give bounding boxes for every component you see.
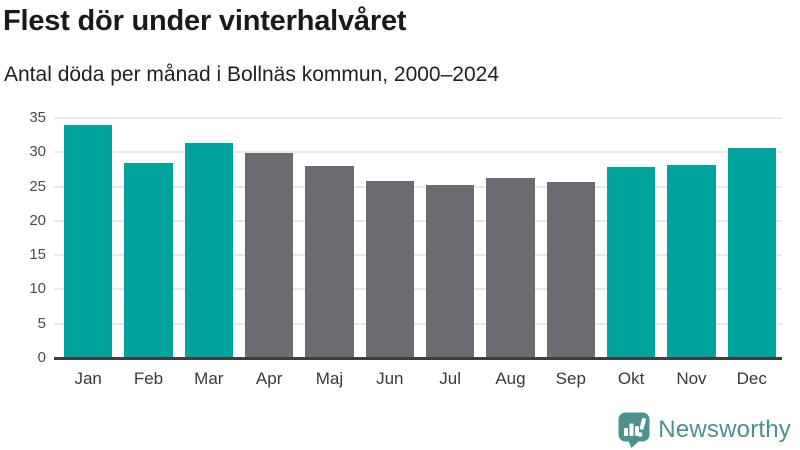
gridline-5 [54, 322, 782, 325]
bar-mar [184, 142, 233, 358]
y-axis-tick-label-35: 35 [29, 109, 46, 126]
x-axis-month-label-jan: Jan [74, 369, 102, 388]
bar-slot-dec [722, 118, 782, 358]
newsworthy-logo-text: Newsworthy [658, 415, 791, 443]
gridline-25 [54, 185, 782, 188]
y-axis-tick-label-10: 10 [29, 280, 46, 298]
bar-sep [546, 181, 595, 358]
x-axis-month-label-nov: Nov [676, 369, 707, 388]
y-axis-tick-label-5: 5 [37, 314, 46, 332]
x-axis-month-label-jul: Jul [439, 369, 461, 388]
x-axis-line [54, 357, 782, 360]
x-axis-month-label-aug: Aug [495, 369, 526, 388]
bar-slot-aug [480, 118, 540, 358]
bar-slot-mar [179, 118, 239, 358]
bar-jan [64, 124, 113, 358]
x-axis-month-label-apr: Apr [255, 369, 283, 388]
x-axis-month-label-jun: Jun [376, 369, 404, 388]
bar-jun [365, 181, 414, 358]
bar-slot-sep [541, 118, 601, 358]
x-axis-month-label-dec: Dec [736, 369, 767, 388]
bar-jul [426, 185, 475, 358]
bars-layer [58, 118, 782, 358]
bar-maj [305, 166, 354, 358]
gridline-15 [54, 254, 782, 257]
x-axis-month-label-maj: Maj [315, 369, 344, 388]
bar-slot-jul [420, 118, 480, 358]
newsworthy-logo-icon [618, 412, 650, 448]
y-axis-tick-label-20: 20 [29, 211, 46, 229]
gridline-20 [54, 219, 782, 222]
x-axis-month-label-okt: Okt [617, 369, 645, 388]
bar-slot-nov [661, 118, 721, 358]
bar-slot-jun [360, 118, 420, 358]
gridline-30 [54, 151, 782, 154]
bar-okt [606, 166, 656, 358]
page-title: Flest dör under vinterhalvåret [3, 5, 407, 37]
gridline-35 [54, 117, 782, 119]
bar-slot-feb [118, 118, 178, 358]
bar-slot-okt [601, 118, 661, 358]
bar-chart-plot-area [54, 117, 782, 360]
gridline-10 [54, 288, 782, 291]
bar-aug [486, 178, 535, 358]
newsworthy-logo: Newsworthy [617, 411, 791, 448]
x-axis-month-labels: Jan Feb Mar Apr Maj Jun Jul Aug Sep Okt Nov Dec [58, 367, 782, 391]
x-axis-month-label-feb: Feb [133, 369, 164, 388]
bar-slot-apr [239, 118, 299, 358]
y-axis-tick-label-15: 15 [29, 246, 46, 264]
bar-slot-maj [299, 118, 359, 358]
bar-feb [124, 162, 173, 358]
bar-nov [667, 165, 716, 358]
bar-slot-jan [58, 118, 118, 358]
page-subtitle: Antal döda per månad i Bollnäs kommun, 2… [4, 63, 499, 86]
x-axis-month-label-sep: Sep [555, 369, 586, 388]
y-axis-tick-label-30: 30 [29, 143, 46, 161]
bar-apr [245, 152, 294, 358]
bar-dec [727, 148, 776, 358]
y-axis-tick-label-0: 0 [37, 349, 46, 366]
x-axis-month-label-mar: Mar [194, 369, 224, 388]
y-axis-tick-label-25: 25 [29, 177, 46, 195]
